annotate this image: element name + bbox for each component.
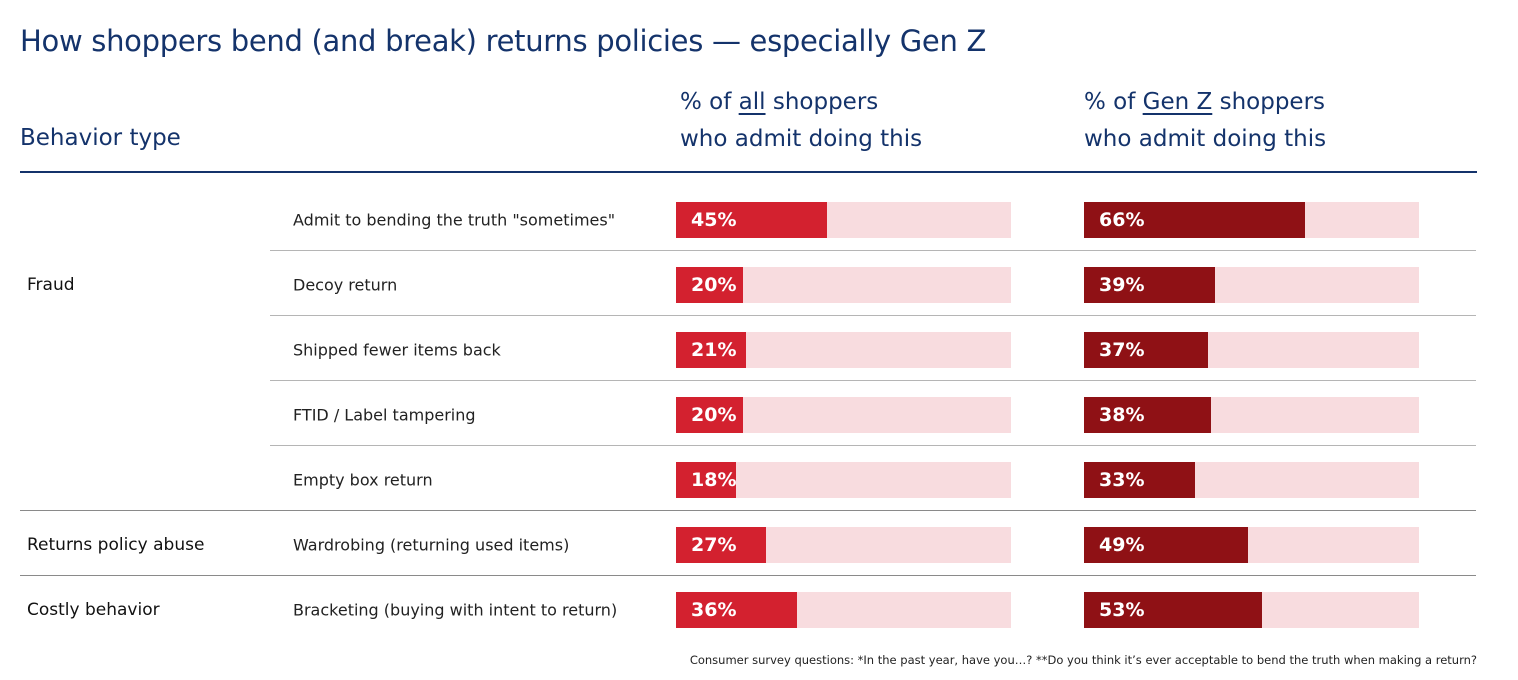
- bar-value-label: 38%: [1099, 404, 1145, 426]
- bar-value-label: 20%: [691, 404, 737, 426]
- bar-value-label: 49%: [1099, 534, 1145, 556]
- bar-track-genz: 49%: [1084, 527, 1419, 563]
- category-label: Returns policy abuse: [27, 535, 205, 555]
- bar-all: [676, 397, 743, 433]
- bar-all: [676, 527, 767, 563]
- row-divider: [270, 445, 1476, 446]
- header-behavior-type: Behavior type: [20, 125, 181, 151]
- bar-value-label: 39%: [1099, 274, 1145, 296]
- footnote: Consumer survey questions: *In the past …: [689, 653, 1477, 667]
- bar-genz: [1084, 397, 1212, 433]
- bar-value-label: 18%: [691, 469, 737, 491]
- row-divider: [20, 510, 1476, 511]
- behavior-label: Empty box return: [293, 470, 433, 490]
- category-label: Fraud: [27, 275, 75, 295]
- row-divider: [270, 380, 1476, 381]
- bar-track-genz: 38%: [1084, 397, 1419, 433]
- bar-track-genz: 39%: [1084, 267, 1419, 303]
- bar-all: [676, 462, 737, 498]
- bar-value-label: 33%: [1099, 469, 1145, 491]
- bar-track-all: 20%: [676, 267, 1011, 303]
- bar-track-genz: 53%: [1084, 592, 1419, 628]
- bar-value-label: 27%: [691, 534, 737, 556]
- bar-value-label: 53%: [1099, 599, 1145, 621]
- header-genz-shoppers: % of Gen Z shoppers who admit doing this: [1084, 89, 1327, 152]
- bar-value-label: 66%: [1099, 209, 1145, 231]
- bar-all: [676, 202, 827, 238]
- chart-title: How shoppers bend (and break) returns po…: [20, 24, 987, 58]
- category-label: Costly behavior: [27, 600, 160, 620]
- row-divider: [20, 575, 1476, 576]
- bar-all: [676, 332, 747, 368]
- bar-all: [676, 592, 797, 628]
- bar-genz: [1084, 332, 1208, 368]
- bar-track-all: 20%: [676, 397, 1011, 433]
- bar-genz: [1084, 527, 1249, 563]
- bar-genz: [1084, 267, 1215, 303]
- bar-value-label: 36%: [691, 599, 737, 621]
- row-divider: [270, 250, 1476, 251]
- behavior-label: Wardrobing (returning used items): [293, 535, 570, 555]
- row-divider: [270, 315, 1476, 316]
- behavior-label: Decoy return: [293, 275, 398, 295]
- bar-track-genz: 33%: [1084, 462, 1419, 498]
- behavior-label: Shipped fewer items back: [293, 340, 501, 360]
- behavior-label: Bracketing (buying with intent to return…: [293, 600, 618, 620]
- bar-value-label: 37%: [1099, 339, 1145, 361]
- bar-value-label: 45%: [691, 209, 737, 231]
- header-all-shoppers: % of all shoppers who admit doing this: [680, 89, 923, 152]
- bar-track-all: 45%: [676, 202, 1011, 238]
- bar-all: [676, 267, 743, 303]
- behavior-label: Admit to bending the truth "sometimes": [293, 210, 616, 230]
- bar-track-all: 27%: [676, 527, 1011, 563]
- bar-value-label: 20%: [691, 274, 737, 296]
- bar-track-all: 36%: [676, 592, 1011, 628]
- bar-track-all: 18%: [676, 462, 1011, 498]
- bar-genz: [1084, 202, 1306, 238]
- bar-track-genz: 37%: [1084, 332, 1419, 368]
- bar-genz: [1084, 462, 1195, 498]
- bar-track-all: 21%: [676, 332, 1011, 368]
- header-divider: [20, 171, 1477, 173]
- behavior-label: FTID / Label tampering: [293, 405, 476, 425]
- bar-value-label: 21%: [691, 339, 737, 361]
- bar-genz: [1084, 592, 1262, 628]
- bar-track-genz: 66%: [1084, 202, 1419, 238]
